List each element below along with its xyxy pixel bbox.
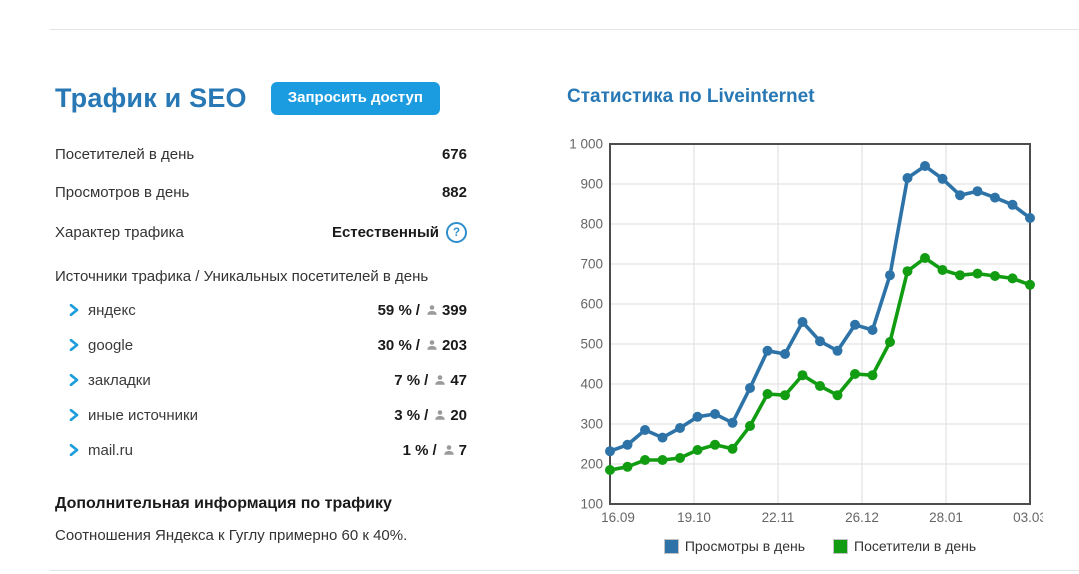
chevron-right-icon: [69, 409, 79, 421]
stat-value: 676: [441, 146, 467, 163]
stat-row-visitors-per-day: Посетителей в день 676: [55, 136, 467, 174]
svg-text:03.03: 03.03: [1013, 510, 1043, 525]
svg-text:16.09: 16.09: [601, 510, 635, 525]
stat-label: Посетителей в день: [55, 146, 195, 163]
panel-header: Трафик и SEO Запросить доступ: [55, 82, 467, 115]
request-access-button[interactable]: Запросить доступ: [270, 82, 440, 115]
svg-text:700: 700: [580, 257, 603, 272]
source-percent: 1 %: [402, 441, 429, 459]
source-percent: 3 %: [394, 406, 421, 424]
source-percent: 7 %: [394, 371, 421, 389]
legend-item-views: Просмотры в день: [663, 538, 806, 554]
stat-row-views-per-day: Просмотров в день 882: [55, 174, 467, 212]
chevron-right-icon: [69, 304, 79, 316]
source-row-google[interactable]: google 30 % / 203: [55, 328, 467, 363]
legend-swatch-blue: [663, 538, 679, 554]
top-divider: [50, 29, 1079, 30]
svg-text:100: 100: [580, 497, 603, 512]
source-value: 3 % / 20: [394, 407, 467, 424]
legend-item-visitors: Посетители в день: [833, 538, 976, 554]
svg-text:28.01: 28.01: [929, 510, 963, 525]
source-percent: 30 %: [377, 336, 412, 354]
person-icon: [435, 410, 446, 420]
svg-text:22.11: 22.11: [762, 510, 795, 525]
svg-text:200: 200: [580, 457, 603, 472]
source-row-bookmarks[interactable]: закладки 7 % / 47: [55, 363, 467, 398]
legend-label: Просмотры в день: [684, 538, 806, 554]
value-separator: /: [415, 301, 420, 319]
svg-text:1 000: 1 000: [569, 137, 603, 152]
source-name: google: [88, 336, 134, 354]
stats-list: Посетителей в день 676 Просмотров в день…: [55, 136, 467, 254]
stat-value: Естественный: [331, 224, 439, 241]
svg-text:300: 300: [580, 417, 603, 432]
source-visitors: 20: [450, 406, 467, 424]
svg-text:400: 400: [580, 377, 603, 392]
stat-label: Характер трафика: [55, 224, 184, 241]
stat-row-traffic-nature: Характер трафика Естественный ?: [55, 212, 467, 254]
person-icon: [427, 305, 437, 315]
chevron-right-icon: [69, 374, 79, 386]
page-title: Трафик и SEO: [55, 82, 247, 113]
person-icon: [435, 375, 446, 385]
stat-label: Просмотров в день: [55, 184, 190, 201]
source-value: 1 % / 7: [403, 442, 467, 459]
chevron-right-icon: [69, 339, 79, 351]
source-value: 59 % / 399: [378, 302, 467, 319]
chart-legend: Просмотры в день Посетители в день: [610, 538, 1030, 554]
help-question-icon[interactable]: ?: [446, 222, 467, 243]
source-value: 30 % / 203: [378, 337, 467, 354]
source-value: 7 % / 47: [394, 372, 467, 389]
source-name-wrap: закладки: [69, 372, 151, 389]
sources-list: яндекс 59 % / 399 google 30 % / 203: [55, 293, 467, 468]
traffic-nature-value: Естественный ?: [332, 222, 467, 243]
stat-value: 882: [441, 184, 467, 201]
sources-header: Источники трафика / Уникальных посетител…: [55, 267, 429, 285]
value-separator: /: [415, 336, 420, 354]
person-icon: [443, 445, 454, 455]
svg-text:500: 500: [580, 337, 603, 352]
value-separator: /: [424, 406, 429, 424]
source-name: mail.ru: [88, 441, 134, 459]
svg-text:26.12: 26.12: [845, 510, 879, 525]
source-name-wrap: иные источники: [69, 407, 198, 424]
line-chart-canvas: 100 200 300 400 500 600 700 800 900 1 000 16.09 19.…: [569, 137, 1047, 526]
svg-text:19.10: 19.10: [677, 510, 711, 525]
source-visitors: 203: [441, 336, 467, 354]
source-row-yandex[interactable]: яндекс 59 % / 399: [55, 293, 467, 328]
source-visitors: 47: [450, 371, 467, 389]
legend-label: Посетители в день: [854, 538, 977, 554]
legend-swatch-green: [833, 538, 849, 554]
source-name-wrap: google: [69, 337, 133, 354]
svg-text:900: 900: [580, 177, 603, 192]
source-row-other-sources[interactable]: иные источники 3 % / 20: [55, 398, 467, 433]
source-visitors: 7: [458, 441, 467, 459]
value-separator: /: [432, 441, 437, 459]
extra-info-text: Соотношения Яндекса к Гуглу примерно 60 …: [55, 526, 408, 544]
source-row-mailru[interactable]: mail.ru 1 % / 7: [55, 433, 467, 468]
chevron-right-icon: [69, 444, 79, 456]
source-visitors: 399: [441, 301, 467, 319]
source-name: яндекс: [88, 301, 136, 319]
bottom-divider: [50, 570, 1079, 571]
svg-text:800: 800: [580, 217, 603, 232]
value-separator: /: [424, 371, 429, 389]
source-name: иные источники: [88, 406, 198, 424]
extra-info-header: Дополнительная информация по трафику: [55, 494, 392, 512]
traffic-seo-panel: Трафик и SEO Запросить доступ Посетителе…: [55, 82, 467, 544]
source-name: закладки: [88, 371, 151, 389]
liveinternet-chart: 100 200 300 400 500 600 700 800 900 1 000 16.09 19.…: [563, 132, 1047, 555]
source-name-wrap: яндекс: [69, 302, 136, 319]
chart-title: Статистика по Liveinternet: [567, 86, 815, 107]
svg-text:600: 600: [580, 297, 603, 312]
person-icon: [427, 340, 437, 350]
source-name-wrap: mail.ru: [69, 442, 133, 459]
source-percent: 59 %: [377, 301, 412, 319]
